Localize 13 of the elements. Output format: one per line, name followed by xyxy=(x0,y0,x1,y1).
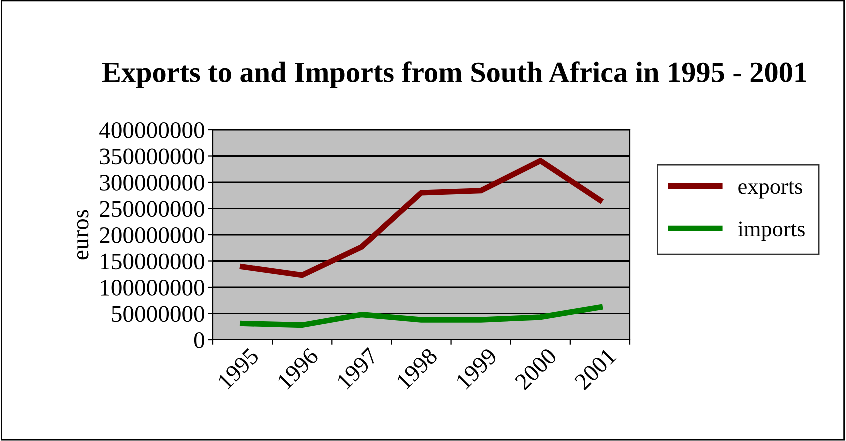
y-tick-label: 50000000 xyxy=(112,306,204,322)
y-tick-label: 350000000 xyxy=(100,148,204,165)
y-axis-title: euros xyxy=(77,210,89,260)
y-tick-label: 0 xyxy=(194,332,204,348)
chart-title: Exports to and Imports from South Africa in 1995 - 2001 xyxy=(102,62,806,88)
y-tick-label: 150000000 xyxy=(101,254,204,270)
y-tick-label: 400000000 xyxy=(100,122,204,138)
y-tick-label: 200000000 xyxy=(100,227,204,244)
y-tick-label: 300000000 xyxy=(100,174,204,191)
legend-label: exports xyxy=(738,181,802,199)
legend-label: imports xyxy=(738,222,805,242)
y-tick-label: 100000000 xyxy=(101,280,204,296)
y-tick-label: 250000000 xyxy=(100,201,204,218)
